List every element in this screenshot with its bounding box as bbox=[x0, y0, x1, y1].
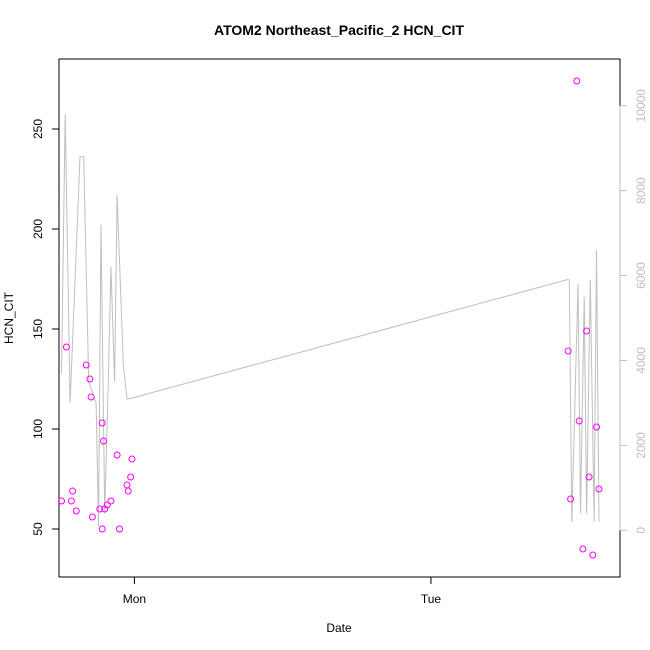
data-point bbox=[585, 473, 593, 481]
data-point bbox=[86, 375, 94, 383]
data-point bbox=[88, 513, 96, 521]
right-tick-label: 0 bbox=[634, 527, 648, 534]
data-point bbox=[87, 393, 95, 401]
series-line bbox=[61, 114, 600, 527]
data-point bbox=[589, 551, 597, 559]
point-series bbox=[58, 77, 603, 559]
x-axis-label: Date bbox=[326, 621, 352, 635]
data-point bbox=[58, 497, 65, 505]
data-point bbox=[69, 487, 77, 495]
right-tick-label: 2000 bbox=[634, 432, 648, 459]
right-tick-label: 6000 bbox=[634, 262, 648, 289]
data-point bbox=[98, 419, 106, 427]
data-point bbox=[96, 505, 104, 513]
data-point bbox=[72, 507, 80, 515]
data-point bbox=[103, 501, 111, 509]
data-point bbox=[98, 525, 106, 533]
x-axis: Mon Tue bbox=[123, 577, 442, 606]
right-tick-label: 10000 bbox=[634, 89, 648, 123]
data-point bbox=[579, 545, 587, 553]
right-tick-label: 8000 bbox=[634, 177, 648, 204]
chart-title: ATOM2 Northeast_Pacific_2 HCN_CIT bbox=[214, 22, 464, 38]
data-point bbox=[127, 473, 135, 481]
x-tick-label: Tue bbox=[421, 592, 442, 606]
data-point bbox=[564, 347, 572, 355]
data-point bbox=[583, 327, 591, 335]
left-tick-label: 250 bbox=[31, 119, 45, 139]
left-y-axis: 50 100 150 200 250 bbox=[31, 119, 60, 536]
x-tick-label: Mon bbox=[123, 592, 146, 606]
plot-frame bbox=[58, 58, 621, 578]
data-point bbox=[113, 451, 121, 459]
left-tick-label: 150 bbox=[31, 319, 45, 339]
y-axis-label: HCN_CIT bbox=[2, 291, 16, 344]
line-series bbox=[61, 114, 600, 527]
left-tick-label: 200 bbox=[31, 219, 45, 239]
data-point bbox=[124, 487, 132, 495]
data-point bbox=[100, 437, 107, 445]
right-tick-label: 4000 bbox=[634, 347, 648, 374]
left-tick-label: 50 bbox=[31, 522, 45, 536]
data-point bbox=[116, 525, 123, 533]
data-point bbox=[575, 417, 583, 425]
data-point bbox=[67, 497, 75, 505]
data-point bbox=[123, 481, 131, 489]
data-point bbox=[593, 423, 600, 431]
data-point bbox=[595, 485, 603, 493]
left-tick-label: 100 bbox=[31, 419, 45, 439]
data-point bbox=[62, 343, 70, 351]
data-point bbox=[573, 77, 581, 85]
data-point bbox=[82, 361, 90, 369]
data-point bbox=[107, 497, 115, 505]
data-point bbox=[567, 495, 575, 503]
data-point bbox=[128, 455, 136, 463]
right-y-axis: 0 2000 4000 6000 8000 10000 bbox=[619, 89, 648, 534]
